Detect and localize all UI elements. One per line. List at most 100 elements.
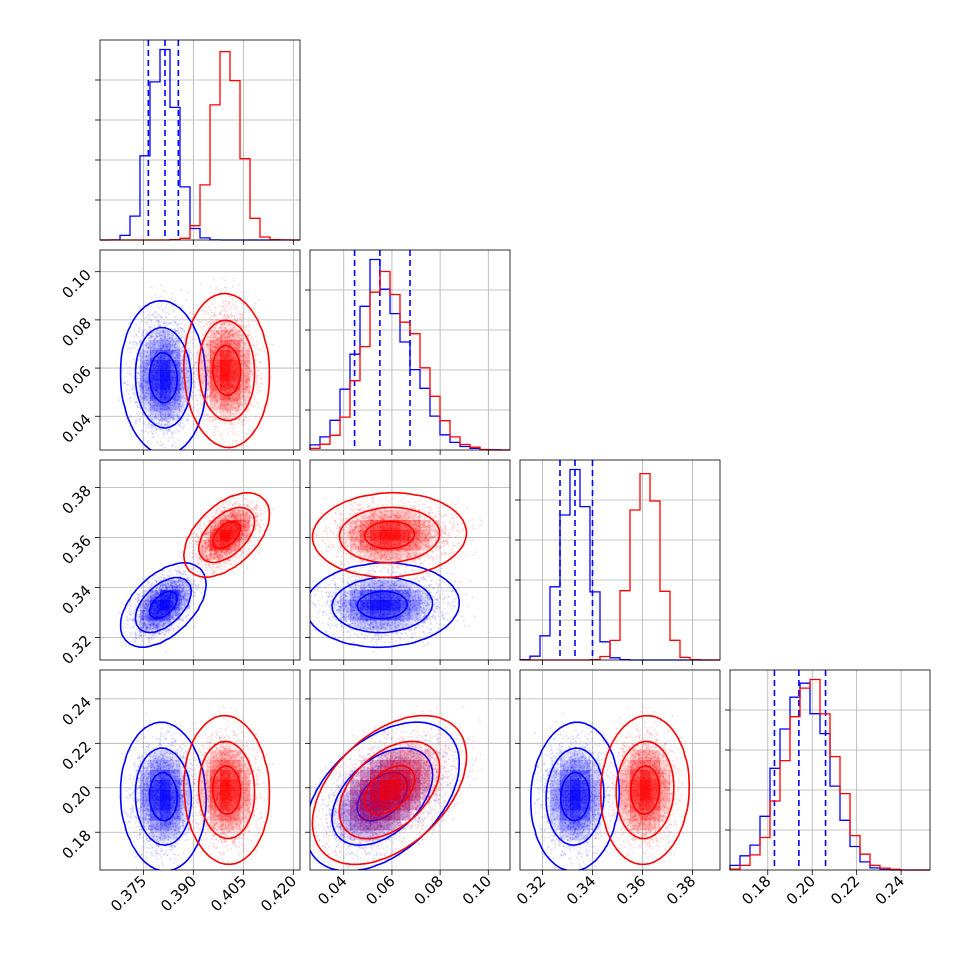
scatter-point — [142, 379, 145, 381]
scatter-point — [153, 341, 156, 344]
scatter-point — [178, 327, 181, 330]
scatter-point — [181, 390, 184, 393]
scatter-point — [143, 384, 146, 387]
scatter-point — [154, 401, 156, 404]
scatter-point — [164, 412, 167, 415]
scatter-point — [157, 335, 160, 338]
scatter-point — [144, 392, 147, 395]
scatter-point — [150, 425, 153, 428]
scatter-point — [164, 411, 167, 414]
scatter-point — [140, 415, 143, 418]
scatter-point — [172, 436, 175, 439]
scatter-point — [254, 416, 257, 419]
scatter-point — [135, 323, 138, 326]
scatter-point — [144, 316, 147, 319]
scatter-point — [155, 351, 158, 353]
scatter-point — [172, 338, 174, 341]
scatter-point — [206, 322, 209, 325]
scatter-point — [239, 424, 242, 427]
panel-1-0 — [117, 277, 274, 450]
scatter-point — [127, 392, 130, 395]
scatter-point — [146, 386, 149, 389]
scatter-point — [126, 380, 129, 382]
scatter-point — [181, 371, 184, 373]
scatter-point — [155, 401, 158, 404]
scatter-point — [163, 331, 166, 334]
scatter-point — [230, 308, 233, 311]
scatter-point — [225, 428, 228, 431]
scatter-point — [202, 320, 204, 323]
scatter-point — [142, 397, 145, 400]
scatter-point — [221, 305, 224, 308]
scatter-point — [181, 359, 184, 362]
scatter-point — [255, 322, 258, 325]
scatter-point — [161, 444, 163, 447]
scatter-point — [193, 363, 196, 365]
scatter-point — [144, 385, 147, 388]
scatter-point — [141, 411, 144, 414]
scatter-point — [164, 417, 167, 420]
scatter-point — [154, 293, 156, 296]
scatter-point — [169, 347, 171, 349]
scatter-point — [182, 381, 185, 384]
scatter-point — [166, 340, 168, 342]
scatter-point — [154, 415, 157, 418]
scatter-point — [144, 386, 147, 389]
scatter-point — [154, 358, 157, 361]
scatter-point — [152, 348, 155, 351]
scatter-point — [144, 382, 147, 385]
scatter-point — [184, 400, 187, 403]
scatter-point — [170, 391, 173, 394]
scatter-point — [177, 417, 180, 419]
scatter-point — [209, 306, 212, 308]
scatter-point — [176, 402, 179, 405]
scatter-point — [137, 372, 140, 375]
scatter-point — [174, 343, 177, 346]
scatter-point — [148, 313, 151, 315]
scatter-point — [174, 357, 176, 359]
scatter-point — [173, 400, 176, 403]
scatter-point — [168, 407, 171, 410]
scatter-point — [148, 415, 151, 418]
scatter-point — [153, 400, 155, 403]
scatter-point — [242, 316, 245, 319]
scatter-point — [157, 320, 159, 322]
scatter-point — [172, 309, 175, 312]
scatter-point — [168, 344, 171, 347]
scatter-point — [142, 374, 145, 377]
scatter-point — [150, 357, 153, 360]
scatter-point — [181, 327, 184, 330]
scatter-point — [137, 335, 140, 338]
scatter-point — [171, 432, 174, 435]
scatter-point — [169, 343, 172, 346]
scatter-point — [144, 368, 147, 371]
scatter-point — [196, 399, 199, 402]
scatter-point — [145, 399, 148, 402]
scatter-point — [255, 340, 258, 343]
scatter-point — [129, 351, 132, 354]
scatter-point — [142, 370, 145, 373]
scatter-point — [149, 410, 152, 413]
scatter-point — [151, 426, 154, 429]
scatter-point — [158, 329, 161, 332]
scatter-point — [187, 341, 190, 344]
scatter-point — [162, 340, 165, 343]
scatter-point — [133, 346, 136, 349]
scatter-point — [161, 418, 164, 421]
scatter-point — [164, 334, 166, 337]
scatter-point — [155, 416, 158, 419]
scatter-point — [161, 406, 164, 409]
scatter-point — [163, 414, 166, 417]
scatter-point — [156, 404, 159, 406]
scatter-point — [262, 345, 265, 348]
scatter-point — [168, 322, 171, 325]
scatter-point — [137, 387, 140, 390]
scatter-point — [164, 347, 167, 350]
scatter-point — [154, 401, 157, 404]
scatter-point — [181, 421, 184, 424]
scatter-point — [157, 332, 160, 335]
scatter-point — [148, 412, 151, 414]
scatter-point — [147, 392, 150, 395]
scatter-point — [256, 353, 259, 355]
scatter-point — [172, 410, 175, 413]
